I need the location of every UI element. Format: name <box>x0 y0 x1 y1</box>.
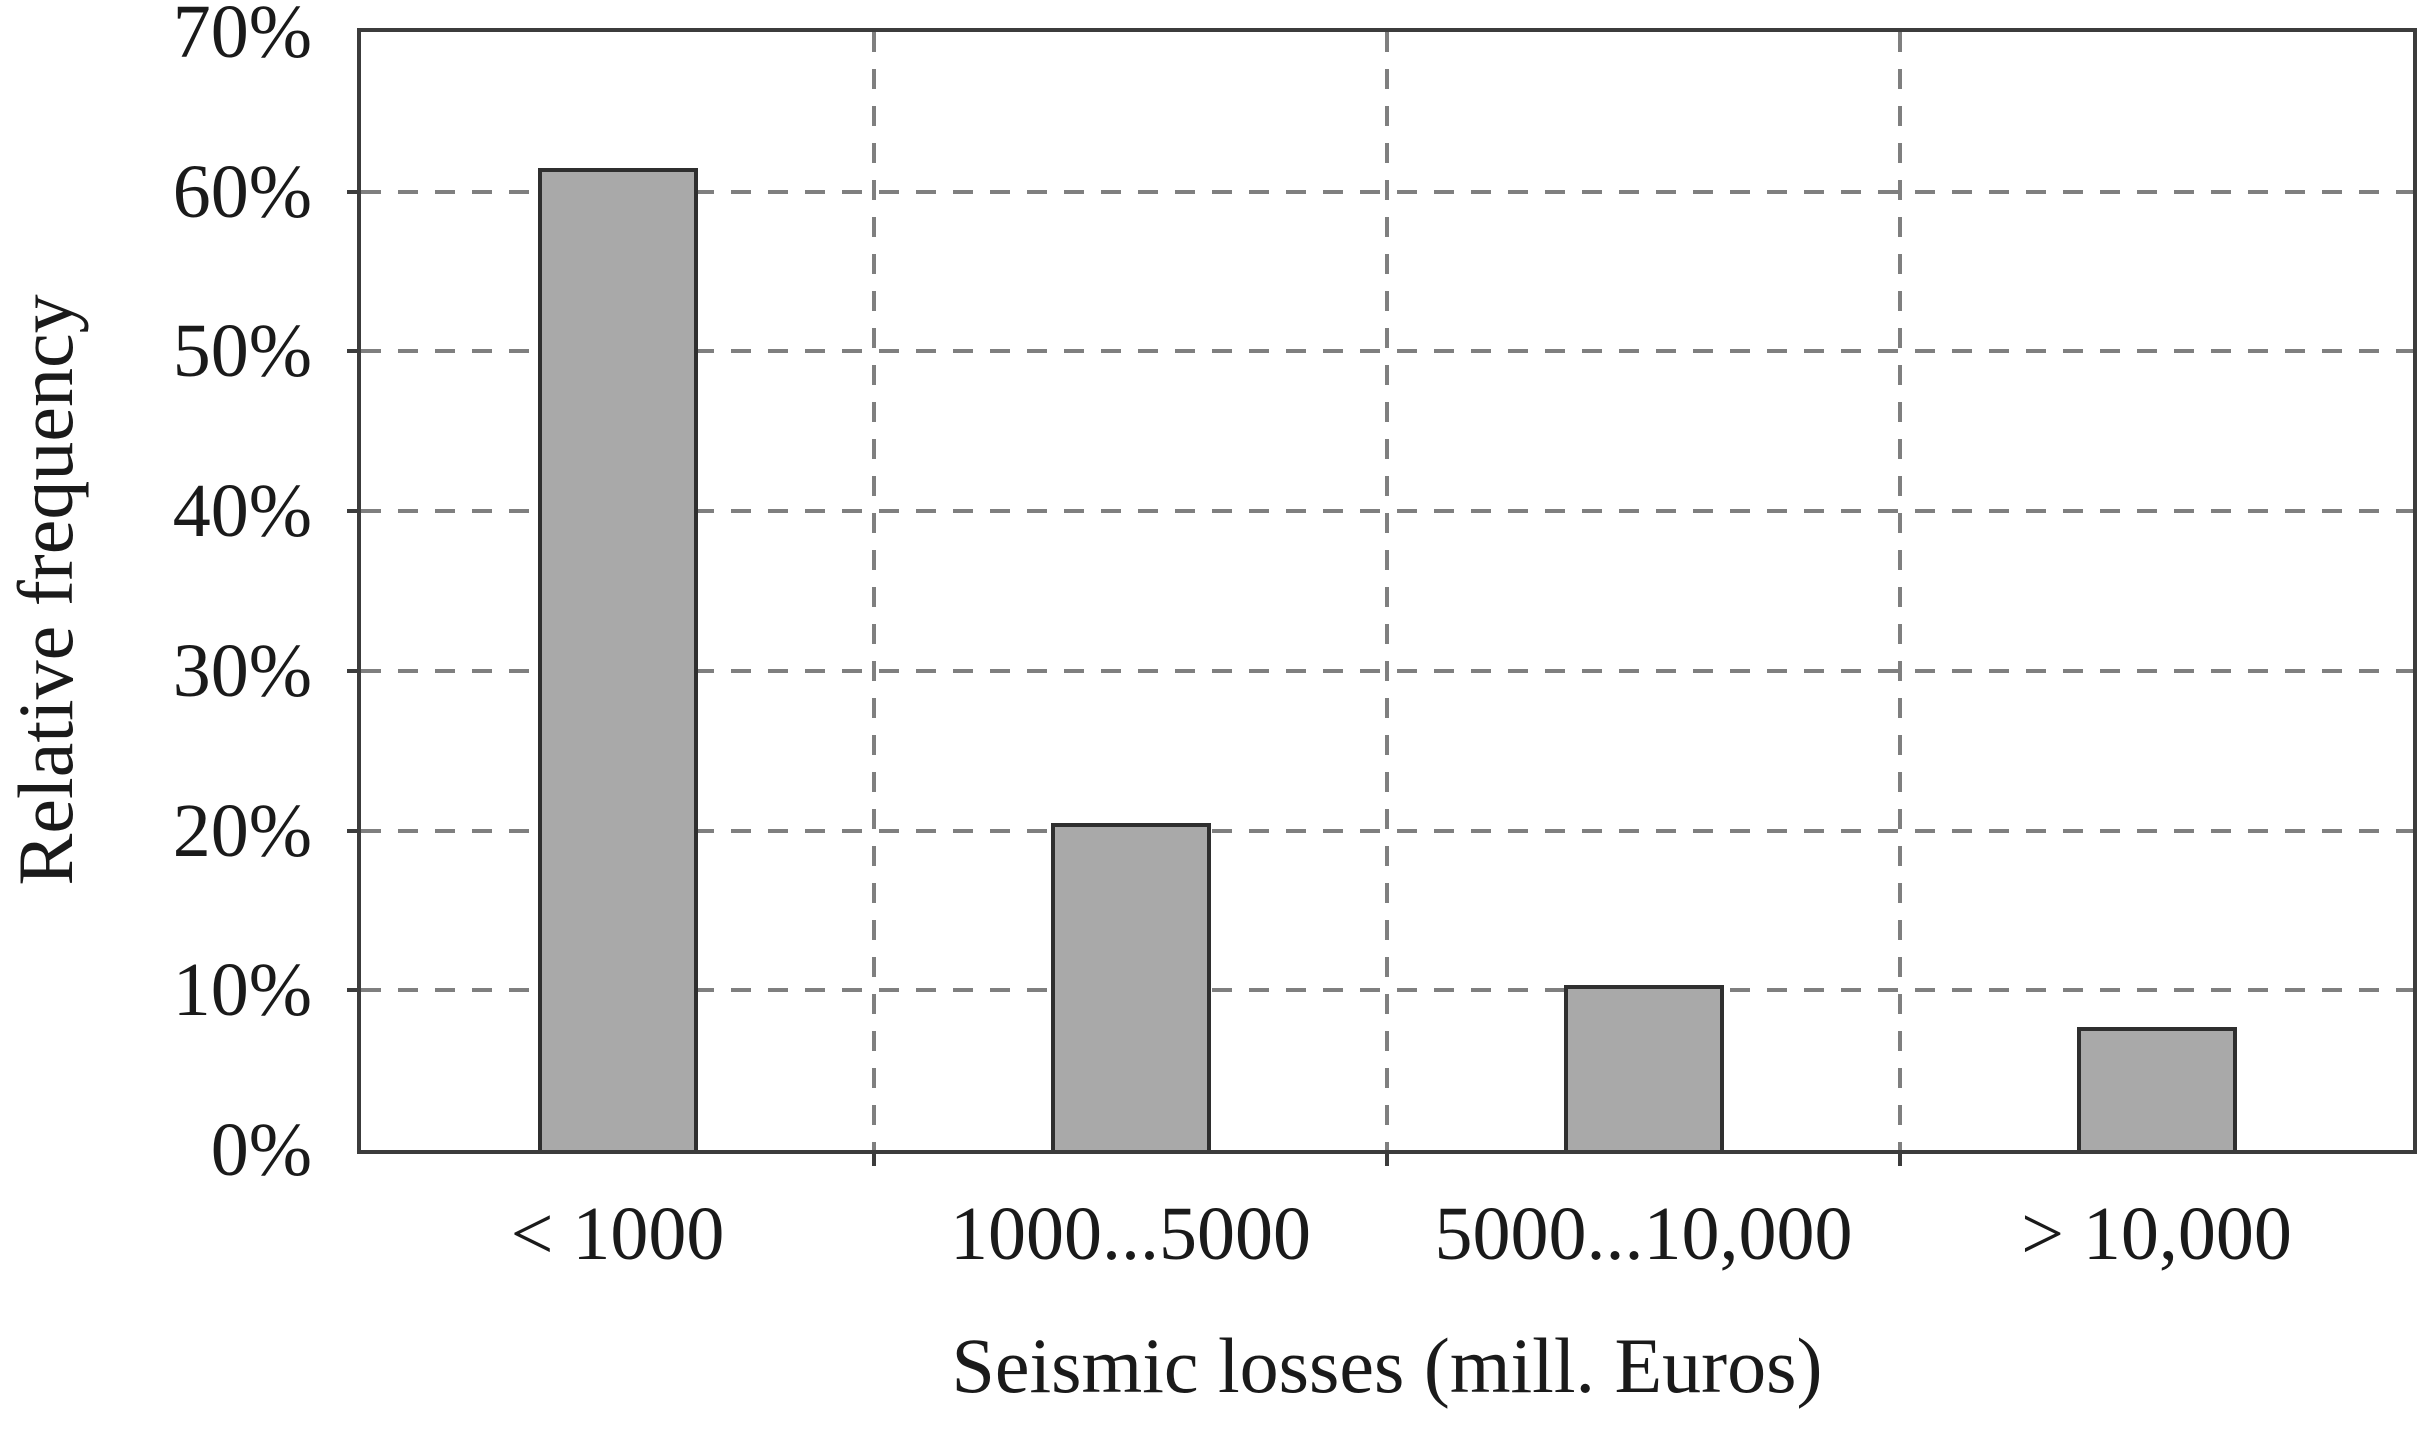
bar-4 <box>2077 1027 2237 1150</box>
gridline-vertical <box>872 32 876 1150</box>
x-tick-label: 1000...5000 <box>950 1192 1311 1276</box>
x-tick-label: > 10,000 <box>2021 1192 2292 1276</box>
y-axis-title: Relative frequency <box>2 294 89 886</box>
bar-3 <box>1564 985 1724 1150</box>
y-tick-label: 40% <box>172 469 312 554</box>
gridline-vertical <box>1385 32 1389 1150</box>
y-tick-label: 20% <box>172 788 312 873</box>
bar-1 <box>538 168 698 1150</box>
x-axis-tick <box>1385 1150 1389 1166</box>
y-axis-tick <box>347 988 361 993</box>
gridline-vertical <box>1898 32 1902 1150</box>
x-axis-tick <box>872 1150 876 1166</box>
y-axis-tick <box>347 668 361 673</box>
y-tick-label: 50% <box>172 309 312 394</box>
y-tick-label: 0% <box>210 1108 312 1192</box>
x-tick-label: 5000...10,000 <box>1434 1192 1853 1276</box>
x-tick-label: < 1000 <box>510 1192 725 1276</box>
bar-2 <box>1051 823 1211 1150</box>
y-axis-tick <box>347 509 361 514</box>
y-tick-label: 70% <box>172 0 312 74</box>
x-axis-tick <box>1898 1150 1902 1166</box>
y-axis-tick <box>347 189 361 194</box>
y-tick-label: 30% <box>172 628 312 713</box>
y-axis-tick <box>347 828 361 833</box>
y-tick-label: 10% <box>172 948 312 1033</box>
y-tick-label: 60% <box>172 149 312 234</box>
x-axis-title: Seismic losses (mill. Euros) <box>951 1322 1823 1409</box>
y-axis-tick <box>347 349 361 354</box>
